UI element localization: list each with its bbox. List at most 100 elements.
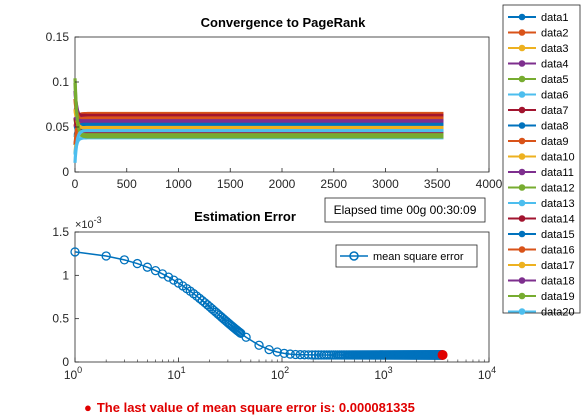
legend-marker: [518, 137, 526, 145]
legend-label: data20: [541, 307, 575, 319]
x-tick-label: 3000: [372, 177, 399, 191]
legend-marker: [518, 277, 526, 284]
mse-marker: [319, 350, 329, 360]
y-tick-label: 0.05: [46, 120, 70, 134]
legend-marker: [518, 29, 526, 36]
mse-marker: [285, 349, 295, 359]
mse-marker: [290, 349, 301, 360]
convergence-legend[interactable]: data1 data2 data3 data4 data5 data6 data7 data8…: [502, 4, 581, 319]
legend-label: data10: [541, 152, 575, 164]
mse-marker: [70, 247, 80, 257]
legend-item-data4[interactable]: data4: [508, 59, 569, 71]
legend-marker: [518, 246, 526, 253]
legend-marker: [518, 75, 526, 83]
x-tick-label: 104: [478, 365, 496, 382]
series-line-data15: [73, 122, 444, 136]
legend-item-data18[interactable]: data18: [508, 276, 575, 288]
legend-marker: [518, 122, 526, 129]
estimation-error-y-axis: 0 0.5 1 1.5: [52, 225, 79, 369]
legend-label: data7: [541, 105, 569, 117]
mse-marker: [303, 350, 314, 360]
legend-item-data3[interactable]: data3: [508, 43, 569, 55]
legend-marker: [518, 91, 526, 98]
legend-item-data9[interactable]: data9: [508, 136, 569, 148]
last-value-marker: [437, 349, 448, 360]
footer-bullet: ●: [84, 400, 92, 415]
legend-label: data1: [541, 12, 569, 24]
legend-label: data15: [541, 229, 575, 241]
mse-marker: [119, 255, 130, 265]
legend-marker: [518, 153, 526, 160]
legend-item-data2[interactable]: data2: [508, 28, 569, 40]
series-line-data7: [73, 107, 444, 117]
footer-text: The last value of mean square error is: …: [97, 400, 415, 415]
legend-label: data6: [541, 90, 569, 102]
legend-item-data15[interactable]: data15: [508, 229, 575, 241]
x-tick-label: 2000: [269, 177, 296, 191]
legend-item-data17[interactable]: data17: [508, 260, 575, 272]
mse-marker: [101, 251, 111, 261]
y-tick-label: 0.5: [52, 312, 69, 326]
legend-item-data11[interactable]: data11: [508, 167, 574, 179]
legend-label: data18: [541, 276, 575, 288]
estimation-error-legend[interactable]: mean square error: [335, 244, 478, 268]
mse-marker: [272, 347, 282, 357]
legend-item-data6[interactable]: data6: [508, 90, 569, 102]
estimation-error-series-group: [70, 247, 448, 360]
legend-marker: [518, 168, 526, 176]
legend-label: data9: [541, 136, 569, 148]
y-multiplier-label: ×10-3: [75, 215, 102, 231]
series-line-data10: [73, 124, 444, 145]
legend-item-data13[interactable]: data13: [508, 198, 575, 210]
legend-item-data5[interactable]: data5: [508, 74, 569, 86]
legend-label: data2: [541, 28, 569, 40]
legend-marker: [518, 199, 526, 207]
legend-label: data3: [541, 43, 569, 55]
legend-label: data5: [541, 74, 569, 86]
legend-marker: [518, 308, 526, 315]
convergence-plot-area: [74, 36, 490, 173]
x-tick-label: 500: [117, 177, 137, 191]
legend-marker: [518, 215, 526, 222]
legend-item-data12[interactable]: data12: [508, 183, 575, 195]
x-tick-label: 103: [374, 365, 392, 382]
legend-item-data19[interactable]: data19: [508, 291, 575, 303]
y-tick-label: 0: [62, 355, 69, 369]
convergence-series-group: [73, 78, 444, 163]
series-line-data2: [73, 111, 444, 127]
legend-label: data4: [541, 59, 569, 71]
legend-item-data20[interactable]: data20: [508, 307, 575, 319]
x-tick-label: 0: [72, 177, 79, 191]
legend-label: data13: [541, 198, 575, 210]
legend-item-data14[interactable]: data14: [508, 214, 575, 226]
legend-label: data12: [541, 183, 575, 195]
legend-label: data19: [541, 291, 575, 303]
mse-marker: [307, 350, 317, 360]
legend-item-data8[interactable]: data8: [508, 121, 569, 133]
series-line-data17: [73, 109, 444, 130]
estimation-error-legend-box: [335, 244, 478, 268]
convergence-y-axis: 0 0.05 0.1 0.15: [46, 30, 79, 179]
legend-label: data14: [541, 214, 575, 226]
y-tick-label: 0.1: [52, 75, 69, 89]
mse-marker: [132, 258, 142, 269]
mse-marker: [279, 348, 289, 358]
legend-marker: [518, 230, 526, 238]
legend-item-data1[interactable]: data1: [508, 12, 569, 24]
legend-marker: [518, 106, 526, 114]
mse-marker: [241, 332, 251, 342]
y-tick-label: 1: [62, 268, 69, 282]
mse-marker: [264, 344, 274, 355]
legend-marker: [518, 60, 526, 67]
mse-marker: [142, 262, 152, 272]
x-tick-label: 3500: [424, 177, 451, 191]
legend-marker: [518, 292, 526, 300]
legend-item-data10[interactable]: data10: [508, 152, 575, 164]
legend-marker: [518, 13, 526, 21]
series-line-data16: [73, 116, 444, 145]
mse-marker: [235, 327, 245, 338]
legend-item-data7[interactable]: data7: [508, 105, 569, 117]
mse-legend-marker: [349, 251, 359, 261]
elapsed-time-text: Elapsed time 00g 00:30:09: [334, 203, 477, 217]
legend-item-data16[interactable]: data16: [508, 245, 575, 257]
